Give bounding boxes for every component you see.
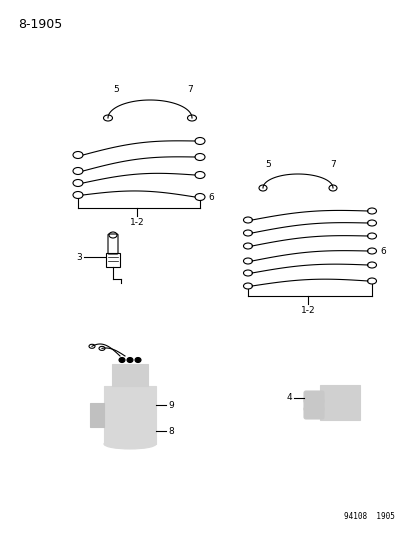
Text: 6: 6 [379, 246, 385, 255]
FancyBboxPatch shape [303, 399, 323, 411]
Bar [90, 403, 104, 427]
Bar [319, 385, 359, 420]
Text: 5: 5 [264, 160, 270, 169]
FancyBboxPatch shape [303, 407, 323, 419]
Text: 7: 7 [187, 85, 192, 94]
Text: 5: 5 [113, 85, 119, 94]
Ellipse shape [135, 358, 141, 362]
Text: 7: 7 [329, 160, 335, 169]
Text: 8: 8 [168, 426, 173, 435]
Ellipse shape [127, 358, 133, 362]
Text: 1-2: 1-2 [300, 306, 315, 315]
Text: 3: 3 [76, 253, 82, 262]
Bar [106, 253, 120, 267]
Ellipse shape [104, 439, 156, 449]
Text: 1-2: 1-2 [129, 218, 144, 227]
Text: 4: 4 [286, 393, 291, 402]
Text: 8-1905: 8-1905 [18, 18, 62, 31]
Bar [112, 364, 147, 386]
FancyBboxPatch shape [303, 391, 323, 403]
Bar [104, 386, 156, 444]
Text: 9: 9 [168, 400, 173, 409]
Text: 6: 6 [207, 192, 213, 201]
Text: 94108  1905: 94108 1905 [343, 512, 394, 521]
Ellipse shape [119, 358, 125, 362]
